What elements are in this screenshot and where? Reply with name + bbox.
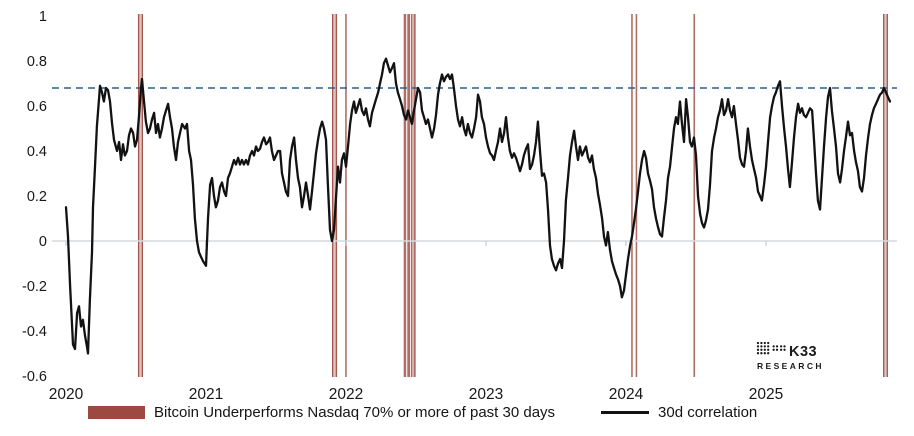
y-tick-label: 0.6 <box>27 99 47 115</box>
logo-dot <box>760 348 763 351</box>
logo-dot <box>767 345 770 348</box>
underperformance-band-edge <box>883 14 885 377</box>
y-axis-labels: 1 0.8 0.6 0.4 0.2 0 -0.2 -0.4 -0.6 <box>22 9 47 385</box>
logo-dot <box>763 341 766 345</box>
y-tick-label: -0.2 <box>22 279 47 295</box>
logo-dot <box>756 352 760 355</box>
logo-dot <box>756 345 760 348</box>
k33-logo-dots-icon <box>756 341 786 355</box>
legend-item-correlation: 30d correlation <box>601 404 757 421</box>
logo-dot <box>783 348 786 351</box>
y-tick-label: -0.6 <box>22 369 47 385</box>
underperformance-band <box>631 14 633 377</box>
underperformance-band <box>413 14 416 377</box>
underperformance-band-edge <box>332 14 334 377</box>
logo-dot <box>760 345 763 348</box>
logo-dot <box>779 345 783 348</box>
logo-dot <box>763 352 766 355</box>
logo-dot <box>763 345 766 348</box>
underperformance-bands-layer <box>137 14 888 377</box>
correlation-line-series <box>64 57 892 355</box>
band-legend-label: Bitcoin Underperforms Nasdaq 70% or more… <box>154 404 556 421</box>
logo-dot <box>756 341 760 345</box>
y-tick-label: -0.4 <box>22 324 47 340</box>
x-axis-labels: 2020 2021 2022 2023 2024 2025 <box>49 386 783 403</box>
y-tick-label: 1 <box>39 9 47 25</box>
underperformance-band <box>883 14 888 377</box>
y-tick-label: 0.4 <box>27 144 47 160</box>
line-swatch-icon <box>601 411 650 414</box>
k33-logo-text: K33 <box>789 344 817 360</box>
logo-dot <box>772 348 775 351</box>
logo-dot <box>767 348 770 351</box>
logo-dot <box>775 345 779 348</box>
underperformance-band <box>332 14 338 377</box>
logo-dot <box>767 352 770 355</box>
y-tick-label: 0.2 <box>27 189 47 205</box>
x-tick-label: 2025 <box>749 386 783 403</box>
y-tick-label: 0 <box>39 234 47 250</box>
x-tick-label: 2022 <box>329 386 363 403</box>
y-tick-label: 0.8 <box>27 54 47 70</box>
underperformance-band <box>693 14 696 377</box>
underperformance-band-edge <box>137 14 140 377</box>
logo-dot <box>767 341 770 345</box>
logo-dot <box>772 345 775 348</box>
x-tick-label: 2021 <box>189 386 223 403</box>
k33-research-logo: K33 RESEARCH <box>756 341 824 371</box>
logo-dot <box>775 348 779 351</box>
underperformance-band <box>407 14 411 377</box>
chart-legend: Bitcoin Underperforms Nasdaq 70% or more… <box>88 404 757 421</box>
x-tick-label: 2020 <box>49 386 84 403</box>
underperformance-band <box>403 14 407 377</box>
logo-dot <box>760 341 763 345</box>
logo-dot <box>763 348 766 351</box>
line-legend-label: 30d correlation <box>658 404 758 421</box>
x-tick-label: 2023 <box>469 386 503 403</box>
underperformance-band <box>137 14 143 377</box>
k33-research-text: RESEARCH <box>757 361 824 371</box>
logo-dot <box>783 345 786 348</box>
legend-item-underperformance: Bitcoin Underperforms Nasdaq 70% or more… <box>88 404 555 421</box>
band-swatch-icon <box>88 406 145 419</box>
underperformance-band-edge <box>886 14 888 377</box>
underperformance-band <box>410 14 413 377</box>
x-tick-label: 2024 <box>609 386 644 403</box>
logo-dot <box>779 348 783 351</box>
logo-dot <box>760 352 763 355</box>
logo-dot <box>756 348 760 351</box>
underperformance-band <box>345 14 347 377</box>
underperformance-band-edge <box>141 14 143 377</box>
